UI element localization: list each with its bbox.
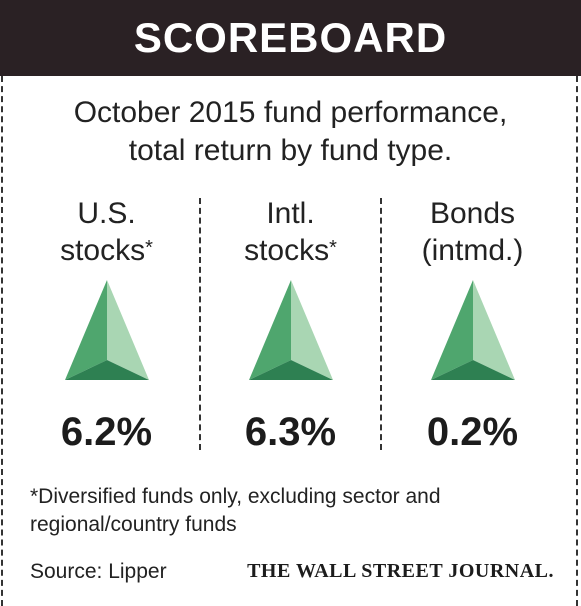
green-up-triangle-icon: [64, 280, 149, 380]
column-divider: [199, 198, 201, 450]
footnote-marker: *: [329, 237, 337, 259]
green-up-triangle-icon: [430, 280, 515, 380]
right-dashed-border: [576, 76, 578, 606]
column-label-line-2: stocks: [60, 234, 146, 267]
footnote-line-2: regional/country funds: [30, 513, 237, 536]
column-label: Intl. stocks*: [200, 195, 381, 275]
column-divider: [380, 198, 382, 450]
column-bonds: Bonds (intmd.) 0.2%: [382, 195, 563, 455]
header-title: SCOREBOARD: [133, 14, 448, 61]
subtitle-line-2: total return by fund type.: [128, 134, 453, 167]
column-us-stocks: U.S. stocks* 6.2%: [16, 195, 197, 455]
column-label: U.S. stocks*: [16, 195, 197, 275]
column-label-line-1: U.S.: [77, 197, 136, 230]
header-bar: SCOREBOARD: [0, 0, 581, 76]
return-value: 6.3%: [244, 410, 337, 454]
return-value: 6.2%: [60, 410, 153, 454]
footnote-marker: *: [145, 237, 153, 259]
column-label-line-1: Intl.: [266, 197, 315, 230]
subtitle: October 2015 fund performance, total ret…: [0, 94, 581, 170]
column-label-line-1: Bonds: [429, 197, 516, 230]
green-up-triangle-icon: [248, 280, 333, 380]
return-value: 0.2%: [426, 410, 519, 454]
column-intl-stocks: Intl. stocks* 6.3%: [200, 195, 381, 455]
column-label-line-2: stocks: [244, 234, 330, 267]
source-credit: Source: Lipper: [30, 560, 167, 583]
footnote-line-1: *Diversified funds only, excluding secto…: [30, 485, 441, 508]
column-label-line-2: (intmd.): [421, 234, 524, 267]
left-dashed-border: [1, 76, 3, 606]
subtitle-line-1: October 2015 fund performance,: [73, 96, 508, 129]
publication-logo: THE WALL STREET JOURNAL.: [247, 560, 554, 582]
footnote: *Diversified funds only, excluding secto…: [30, 483, 441, 539]
column-label: Bonds (intmd.): [382, 195, 563, 275]
